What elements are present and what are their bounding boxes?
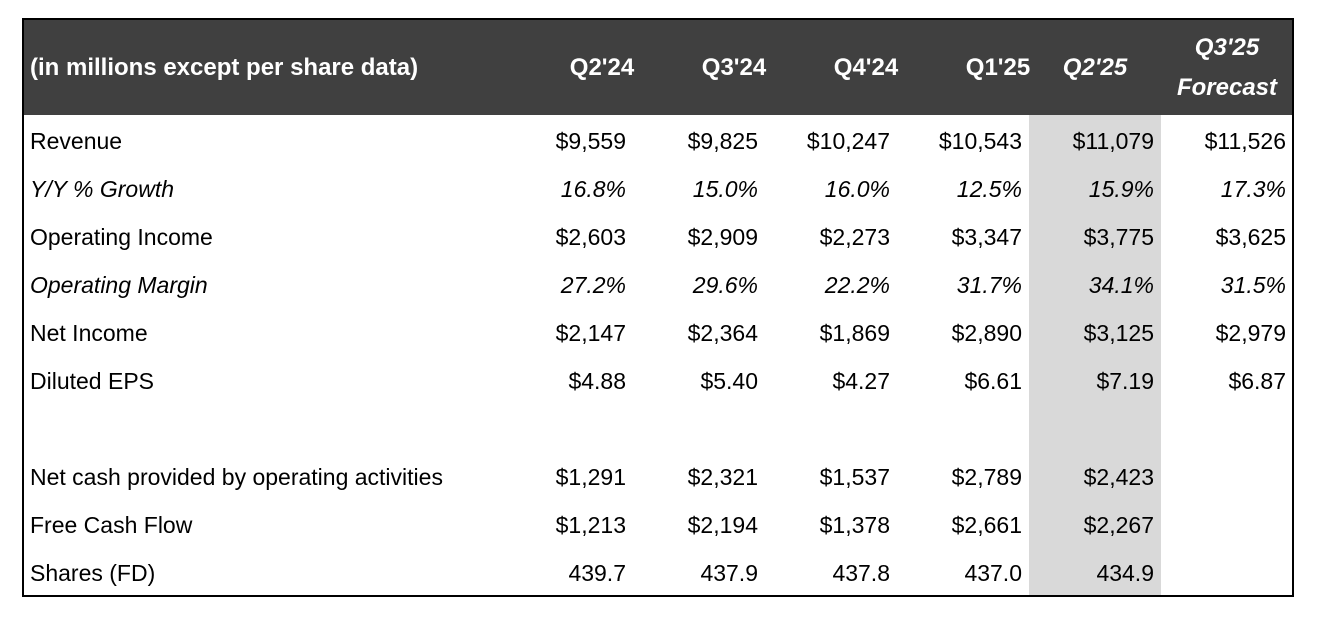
- cell-value: 22.2%: [824, 271, 890, 298]
- cell-value: $4.88: [568, 367, 626, 394]
- cell-value: $2,890: [951, 319, 1022, 346]
- cell-value: 15.9%: [1088, 175, 1154, 202]
- header-period-q2-24: Q2'24: [569, 53, 635, 81]
- cell-value: $6.61: [964, 367, 1022, 394]
- cell-value: $9,559: [555, 127, 626, 154]
- cell-value: 12.5%: [956, 175, 1022, 202]
- cell-value: $2,909: [687, 223, 758, 250]
- cell-value: $2,979: [1215, 319, 1286, 346]
- cell-value: $10,247: [806, 127, 890, 154]
- cell-value: 34.1%: [1088, 271, 1154, 298]
- table-row-operating-cash-flow: Net cash provided by operating activitie…: [24, 453, 1292, 501]
- cell-value: $1,537: [819, 463, 890, 490]
- highlight-column-q2-25: [1029, 115, 1161, 595]
- cell-value: $9,825: [687, 127, 758, 154]
- cell-value: $1,291: [555, 463, 626, 490]
- cell-value: $3,125: [1083, 319, 1154, 346]
- cell-value: 29.6%: [692, 271, 758, 298]
- row-label: Revenue: [30, 127, 123, 154]
- row-label: Net Income: [30, 319, 148, 346]
- cell-value: 437.8: [832, 559, 890, 586]
- table-row-free-cash-flow: Free Cash Flow $1,213 $2,194 $1,378 $2,6…: [24, 501, 1292, 549]
- row-label: Shares (FD): [30, 559, 156, 586]
- cell-value: $5.40: [700, 367, 758, 394]
- cell-value: 17.3%: [1220, 175, 1286, 202]
- row-label: Operating Margin: [30, 271, 208, 298]
- cell-value: 31.5%: [1220, 271, 1286, 298]
- cell-value: 437.0: [964, 559, 1022, 586]
- cell-value: $1,378: [819, 511, 890, 538]
- table-row-operating-income: Operating Income $2,603 $2,909 $2,273 $3…: [24, 213, 1292, 261]
- cell-value: $10,543: [938, 127, 1022, 154]
- row-label: Diluted EPS: [30, 367, 155, 394]
- cell-value: $2,273: [819, 223, 890, 250]
- cell-value: $2,661: [951, 511, 1022, 538]
- cell-value: $2,789: [951, 463, 1022, 490]
- cell-value: $6.87: [1228, 367, 1286, 394]
- cell-value: $2,321: [687, 463, 758, 490]
- table-row-revenue: Revenue $9,559 $9,825 $10,247 $10,543 $1…: [24, 117, 1292, 165]
- header-forecast-label: Forecast: [1176, 73, 1278, 101]
- cell-value: 434.9: [1096, 559, 1154, 586]
- cell-value: [1154, 501, 1286, 549]
- financial-summary-table: (in millions except per share data) Q2'2…: [22, 18, 1294, 597]
- cell-value: 16.8%: [560, 175, 626, 202]
- cell-value: $2,267: [1083, 511, 1154, 538]
- header-period-q2-25: Q2'25: [1062, 53, 1128, 81]
- cell-value: 439.7: [568, 559, 626, 586]
- cell-value: $2,147: [555, 319, 626, 346]
- cell-value: 27.2%: [560, 271, 626, 298]
- header-period-q1-25: Q1'25: [965, 53, 1031, 81]
- table-header: (in millions except per share data) Q2'2…: [24, 20, 1292, 115]
- cell-value: $2,364: [687, 319, 758, 346]
- cell-value: $11,526: [1204, 127, 1286, 154]
- header-forecast-period: Q3'25: [1194, 33, 1260, 61]
- cell-value: 15.0%: [692, 175, 758, 202]
- header-period-q3-24: Q3'24: [701, 53, 767, 81]
- cell-value: $2,423: [1083, 463, 1154, 490]
- cell-value: $11,079: [1072, 127, 1154, 154]
- cell-value: $3,775: [1083, 223, 1154, 250]
- table-row-yy-growth: Y/Y % Growth 16.8% 15.0% 16.0% 12.5% 15.…: [24, 165, 1292, 213]
- cell-value: 31.7%: [956, 271, 1022, 298]
- row-label: Operating Income: [30, 223, 213, 250]
- cell-value: $3,347: [951, 223, 1022, 250]
- row-label: Net cash provided by operating activitie…: [30, 463, 443, 490]
- table-row-operating-margin: Operating Margin 27.2% 29.6% 22.2% 31.7%…: [24, 261, 1292, 309]
- cell-value: [1154, 453, 1286, 501]
- cell-value: $2,603: [555, 223, 626, 250]
- cell-value: $1,869: [819, 319, 890, 346]
- row-label: Free Cash Flow: [30, 511, 193, 538]
- header-period-q4-24: Q4'24: [833, 53, 899, 81]
- cell-value: $4.27: [832, 367, 890, 394]
- table-row-net-income: Net Income $2,147 $2,364 $1,869 $2,890 $…: [24, 309, 1292, 357]
- header-forecast: Q3'25 Forecast: [1161, 20, 1293, 115]
- cell-value: $3,625: [1215, 223, 1286, 250]
- header-label: (in millions except per share data): [30, 53, 419, 81]
- cell-value: 437.9: [700, 559, 758, 586]
- table-row-diluted-eps: Diluted EPS $4.88 $5.40 $4.27 $6.61 $7.1…: [24, 357, 1292, 405]
- table-row-shares-fd: Shares (FD) 439.7 437.9 437.8 437.0 434.…: [24, 549, 1292, 597]
- cell-value: [1154, 549, 1286, 597]
- cell-value: $2,194: [687, 511, 758, 538]
- cell-value: 16.0%: [824, 175, 890, 202]
- cell-value: $7.19: [1096, 367, 1154, 394]
- row-label: Y/Y % Growth: [30, 175, 175, 202]
- cell-value: $1,213: [555, 511, 626, 538]
